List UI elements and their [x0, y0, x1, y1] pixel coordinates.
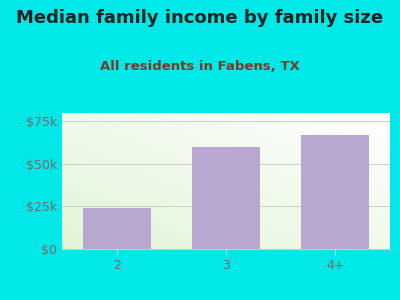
- Bar: [302, 135, 369, 249]
- Text: Median family income by family size: Median family income by family size: [16, 9, 384, 27]
- Bar: [83, 208, 150, 249]
- Bar: [192, 147, 260, 249]
- Text: All residents in Fabens, TX: All residents in Fabens, TX: [100, 60, 300, 73]
